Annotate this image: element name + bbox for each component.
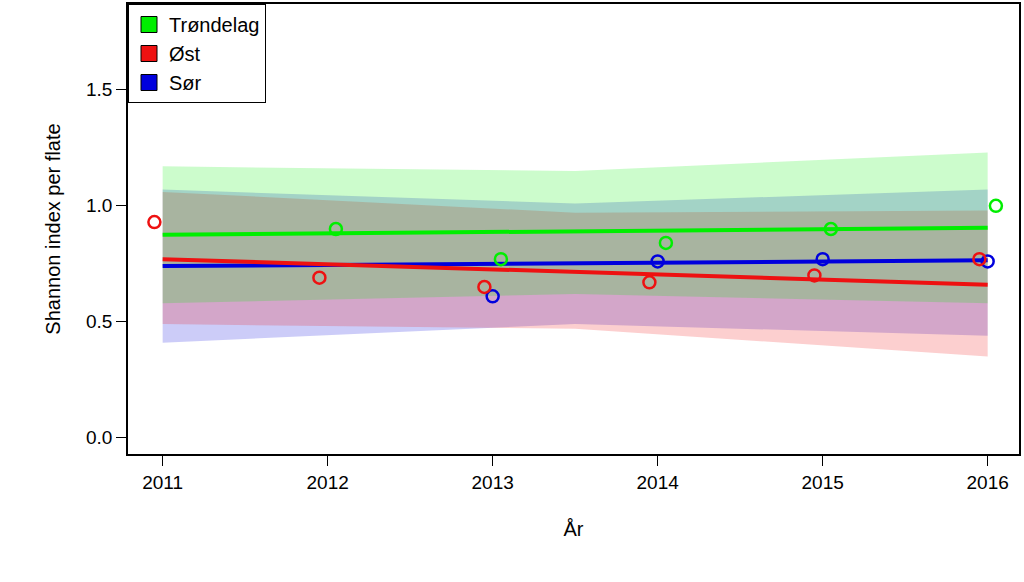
svg-text:Shannon index per flate: Shannon index per flate	[42, 123, 64, 334]
svg-text:2015: 2015	[802, 472, 844, 493]
svg-text:2012: 2012	[307, 472, 349, 493]
svg-text:År: År	[564, 518, 584, 540]
svg-text:Øst: Øst	[169, 43, 201, 65]
svg-text:Sør: Sør	[169, 72, 202, 94]
svg-text:2011: 2011	[142, 472, 183, 493]
svg-text:1.5: 1.5	[86, 79, 112, 100]
svg-text:2016: 2016	[967, 472, 1009, 493]
svg-text:Trøndelag: Trøndelag	[169, 14, 259, 36]
svg-text:0.0: 0.0	[86, 427, 112, 448]
svg-text:0.5: 0.5	[86, 311, 112, 332]
svg-text:2013: 2013	[472, 472, 514, 493]
svg-text:1.0: 1.0	[86, 195, 112, 216]
svg-text:2014: 2014	[637, 472, 680, 493]
